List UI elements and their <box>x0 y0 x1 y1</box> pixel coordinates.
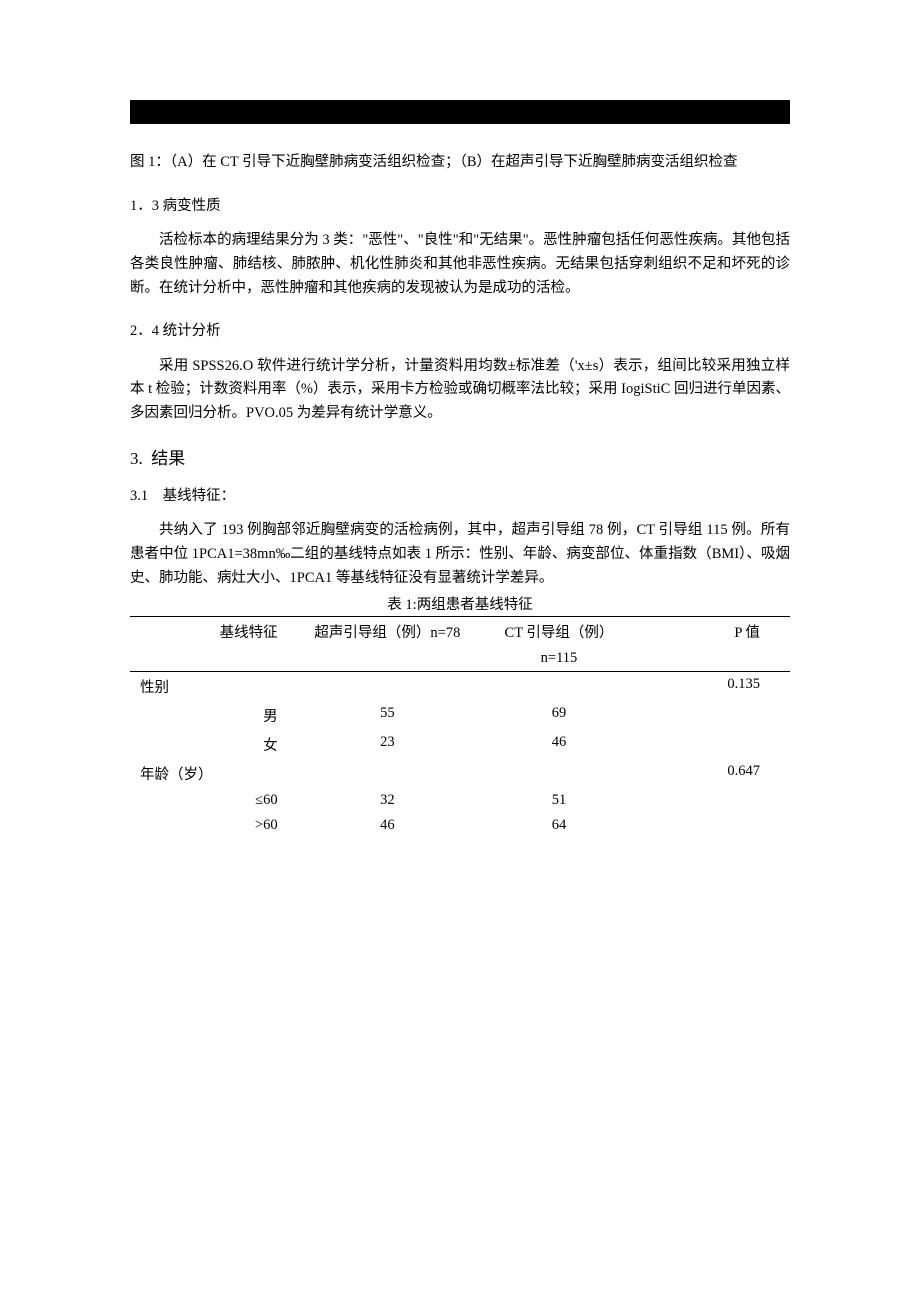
section-1-3-heading: 1．3 病变性质 <box>130 194 790 215</box>
table-cell-feature: ≤60 <box>130 788 302 813</box>
section-2-4-number: 2．4 <box>130 323 159 339</box>
section-3-title: 结果 <box>151 449 185 468</box>
table-cell-ct: 69 <box>473 701 645 730</box>
table-cell-feature: 男 <box>130 701 302 730</box>
section-1-3-body: 活检标本的病理结果分为 3 类："恶性"、"良性"和"无结果"。恶性肿瘤包括任何… <box>130 229 790 301</box>
table-cell-p: 0.135 <box>645 672 790 702</box>
table-row: 性别 0.135 <box>130 672 790 702</box>
table-1-caption: 表 1:两组患者基线特征 <box>130 593 790 614</box>
section-3-1-number: 3.1 <box>130 488 148 504</box>
table-row: 年龄（岁） 0.647 <box>130 759 790 788</box>
table-cell-p <box>645 788 790 813</box>
table-cell-feature: 女 <box>130 730 302 759</box>
baseline-characteristics-table: 基线特征 超声引导组（例）n=78 CT 引导组（例） P 值 n=115 性别… <box>130 616 790 838</box>
figure-placeholder-bar <box>130 100 790 124</box>
table-cell-feature: 性别 <box>130 672 302 702</box>
table-header-feature: 基线特征 <box>130 617 302 647</box>
table-cell-us: 55 <box>302 701 474 730</box>
table-cell-us: 46 <box>302 813 474 838</box>
table-cell-ct <box>473 672 645 702</box>
table-row: 女2346 <box>130 730 790 759</box>
section-3-heading: 3. 结果 <box>130 444 790 469</box>
table-cell-feature: 年龄（岁） <box>130 759 302 788</box>
section-3-1-title: 基线特征： <box>163 488 236 504</box>
table-body: 性别0.135男5569女2346年龄（岁）0.647≤603251>60466… <box>130 672 790 839</box>
table-cell-feature: >60 <box>130 813 302 838</box>
table-cell-ct <box>473 759 645 788</box>
table-cell-ct: 64 <box>473 813 645 838</box>
table-header-p-value: P 值 <box>645 617 790 647</box>
table-cell-p <box>645 701 790 730</box>
table-cell-ct: 51 <box>473 788 645 813</box>
table-cell-p: 0.647 <box>645 759 790 788</box>
table-header-ct-group-line1: CT 引导组（例） <box>473 617 645 647</box>
section-1-3-number: 1．3 <box>130 198 159 214</box>
section-2-4-title: 统计分析 <box>163 323 221 339</box>
section-3-1-body: 共纳入了 193 例胸部邻近胸壁病变的活检病例，其中，超声引导组 78 例，CT… <box>130 519 790 591</box>
table-header-ct-group-line2: n=115 <box>473 646 645 672</box>
section-2-4-heading: 2．4 统计分析 <box>130 319 790 340</box>
figure-1-caption: 图 1：（A）在 CT 引导下近胸壁肺病变活组织检查；（B）在超声引导下近胸壁肺… <box>130 152 790 174</box>
document-page: 图 1：（A）在 CT 引导下近胸壁肺病变活组织检查；（B）在超声引导下近胸壁肺… <box>0 0 920 1238</box>
table-row: ≤603251 <box>130 788 790 813</box>
section-3-1-heading: 3.1 基线特征： <box>130 484 790 505</box>
table-row: 男5569 <box>130 701 790 730</box>
section-2-4-body: 采用 SPSS26.O 软件进行统计学分析，计量资料用均数±标准差（'x±s）表… <box>130 355 790 427</box>
table-cell-p <box>645 730 790 759</box>
table-cell-us: 32 <box>302 788 474 813</box>
table-cell-us <box>302 759 474 788</box>
table-header-us-group: 超声引导组（例）n=78 <box>302 617 474 647</box>
section-1-3-title: 病变性质 <box>163 198 221 214</box>
table-cell-ct: 46 <box>473 730 645 759</box>
table-row: >604664 <box>130 813 790 838</box>
table-header-row-2: n=115 <box>130 646 790 672</box>
table-cell-p <box>645 813 790 838</box>
table-header-row-1: 基线特征 超声引导组（例）n=78 CT 引导组（例） P 值 <box>130 617 790 647</box>
section-3-number: 3. <box>130 449 143 468</box>
table-cell-us: 23 <box>302 730 474 759</box>
table-cell-us <box>302 672 474 702</box>
